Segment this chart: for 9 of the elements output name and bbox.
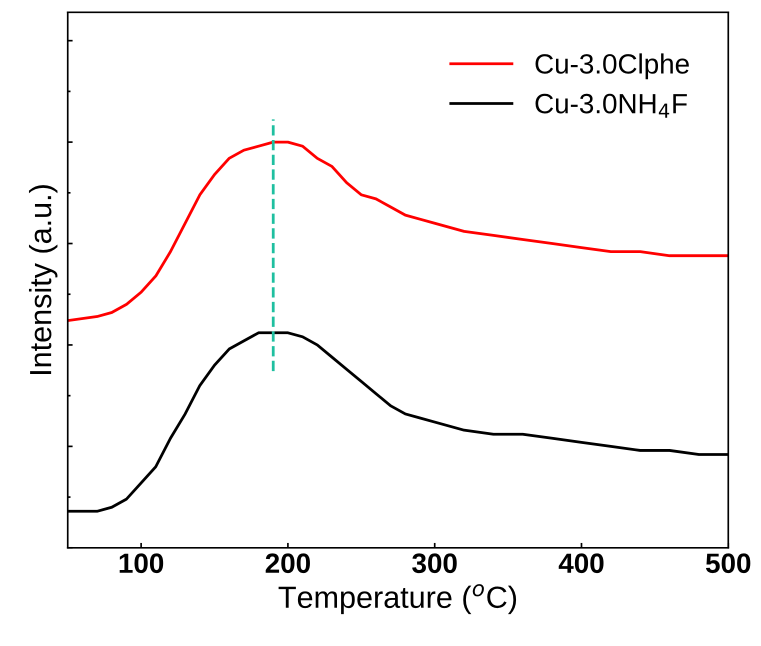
x-axis-title: Temperature ($^{o}$C) bbox=[278, 584, 516, 614]
y-axis-title: Intensity (a.u.) bbox=[28, 185, 58, 374]
legend-label: Cu-3.0Clphe bbox=[536, 53, 689, 80]
x-tick-label: 500 bbox=[706, 553, 750, 574]
x-tick-label: 200 bbox=[266, 553, 310, 574]
legend-label: Cu-3.0NH$_{4}$F bbox=[536, 94, 687, 118]
x-tick-label: 300 bbox=[412, 553, 457, 574]
x-tick-label: 400 bbox=[558, 553, 604, 574]
x-tick-label: 100 bbox=[120, 553, 164, 574]
